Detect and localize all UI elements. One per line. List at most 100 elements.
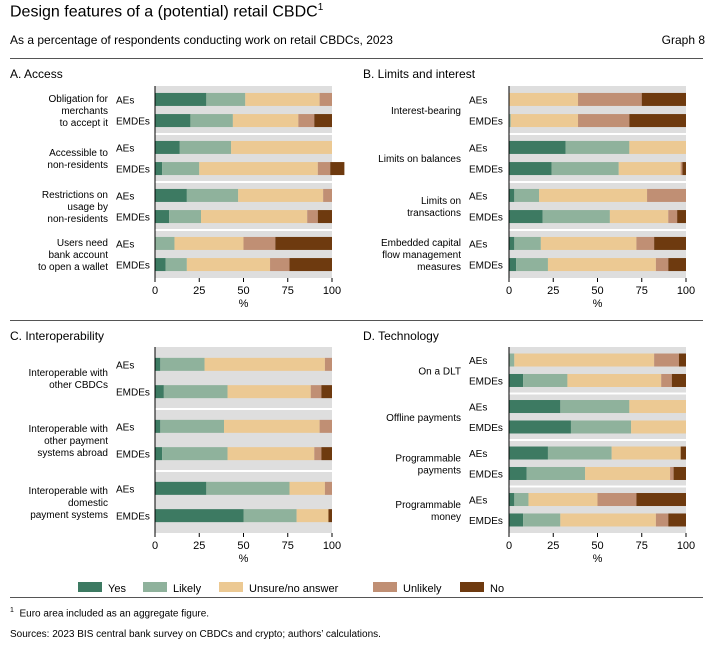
x-tick-label: 25 bbox=[193, 540, 205, 552]
plot-background bbox=[155, 347, 332, 533]
bar-segment-likely bbox=[551, 162, 619, 176]
bar-segment-yes bbox=[155, 481, 207, 495]
bar-segment-yes bbox=[155, 258, 166, 272]
category-label: Interoperable with bbox=[29, 424, 109, 435]
bar-segment-unlikely bbox=[647, 188, 686, 202]
bar-segment-likely bbox=[509, 114, 511, 128]
bar-segment-no bbox=[668, 513, 686, 527]
bar-segment-unsure-no-answer bbox=[585, 466, 671, 480]
category-label: Programmable bbox=[395, 453, 461, 464]
bar-segment-unlikely bbox=[655, 258, 669, 272]
middle-rule bbox=[10, 320, 703, 321]
category-label: other payment bbox=[44, 436, 108, 447]
x-tick-label: 100 bbox=[677, 540, 695, 552]
bar-segment-yes bbox=[155, 509, 244, 523]
category-label: non-residents bbox=[47, 214, 108, 225]
category-label: payment systems bbox=[30, 510, 108, 521]
bar-segment-no bbox=[636, 493, 686, 507]
bar-segment-unsure-no-answer bbox=[199, 162, 318, 176]
row-label: AEs bbox=[469, 191, 487, 202]
bottom-rule bbox=[10, 597, 703, 598]
category-label: transactions bbox=[407, 208, 461, 219]
x-tick-label: 100 bbox=[677, 285, 695, 297]
footnote-mark: 1 bbox=[10, 607, 14, 614]
bar-segment-likely bbox=[547, 446, 612, 460]
bar-segment-yes bbox=[509, 513, 524, 527]
bar-segment-no bbox=[677, 210, 686, 224]
bar-segment-likely bbox=[160, 419, 225, 433]
bar-segment-no bbox=[289, 258, 332, 272]
x-axis-label: % bbox=[239, 553, 249, 565]
bar-segment-unsure-no-answer bbox=[174, 236, 244, 250]
category-label: systems abroad bbox=[37, 448, 108, 459]
bar-segment-unsure-no-answer bbox=[609, 210, 669, 224]
row-label: AEs bbox=[116, 143, 134, 154]
bar-segment-unsure-no-answer bbox=[186, 258, 271, 272]
bar-segment-likely bbox=[162, 162, 200, 176]
category-label: to accept it bbox=[60, 118, 109, 129]
bar-segment-yes bbox=[509, 140, 566, 154]
bar-segment-unlikely bbox=[670, 466, 674, 480]
bar-segment-unlikely bbox=[319, 419, 332, 433]
x-tick-label: 75 bbox=[282, 540, 294, 552]
x-tick-label: 75 bbox=[636, 285, 648, 297]
bar-segment-likely bbox=[565, 140, 630, 154]
bar-segment-unsure-no-answer bbox=[514, 353, 655, 367]
bar-segment-likely bbox=[206, 92, 246, 106]
bar-segment-unlikely bbox=[636, 236, 655, 250]
bar-segment-likely bbox=[526, 466, 586, 480]
bar-segment-yes bbox=[509, 188, 515, 202]
x-tick-label: 50 bbox=[591, 540, 603, 552]
bar-segment-likely bbox=[160, 357, 205, 371]
x-tick-label: 50 bbox=[237, 285, 249, 297]
x-tick-label: 75 bbox=[636, 540, 648, 552]
bar-segment-no bbox=[317, 210, 332, 224]
footnote: 1 Euro area included as an aggregate fig… bbox=[10, 607, 209, 619]
category-label: measures bbox=[417, 262, 461, 273]
legend-swatch bbox=[219, 582, 243, 592]
legend-label: Unsure/no answer bbox=[249, 583, 339, 595]
bar-segment-no bbox=[671, 373, 686, 387]
bar-segment-unsure-no-answer bbox=[540, 236, 637, 250]
bar-segment-no bbox=[673, 466, 686, 480]
category-label: Restrictions on bbox=[42, 190, 108, 201]
category-label: Embedded capital bbox=[381, 238, 461, 249]
row-label: AEs bbox=[116, 191, 134, 202]
row-label: EMDEs bbox=[469, 261, 503, 272]
row-label: AEs bbox=[116, 360, 134, 371]
legend-label: Unlikely bbox=[403, 583, 442, 595]
legend-item: Likely bbox=[143, 582, 202, 595]
bar-segment-likely bbox=[514, 188, 540, 202]
bar-segment-unlikely bbox=[655, 513, 669, 527]
bar-segment-likely bbox=[570, 420, 632, 434]
bar-segment-unsure-no-answer bbox=[204, 357, 325, 371]
x-tick-label: 25 bbox=[547, 285, 559, 297]
bar-segment-unsure-no-answer bbox=[618, 162, 681, 176]
bar-segment-unsure-no-answer bbox=[245, 92, 320, 106]
legend-swatch bbox=[78, 582, 102, 592]
graph-number: Graph 8 bbox=[661, 33, 705, 47]
bar-segment-yes bbox=[509, 493, 515, 507]
bar-segment-likely bbox=[542, 210, 610, 224]
bar-segment-unsure-no-answer bbox=[611, 446, 681, 460]
x-tick-label: 0 bbox=[152, 540, 158, 552]
bar-segment-yes bbox=[155, 447, 163, 461]
bar-segment-no bbox=[682, 162, 686, 176]
bar-segment-unsure-no-answer bbox=[560, 513, 656, 527]
row-label: AEs bbox=[469, 95, 487, 106]
subtitle: As a percentage of respondents conductin… bbox=[10, 33, 393, 47]
legend-item: Unlikely bbox=[373, 582, 442, 595]
bar-segment-likely bbox=[179, 140, 232, 154]
bar-segment-unlikely bbox=[578, 92, 642, 106]
bar-segment-yes bbox=[509, 210, 543, 224]
x-tick-label: 0 bbox=[152, 285, 158, 297]
bar-segment-unlikely bbox=[323, 188, 332, 202]
category-label: Interoperable with bbox=[29, 368, 109, 379]
category-label: merchants bbox=[61, 106, 108, 117]
row-label: EMDEs bbox=[116, 213, 150, 224]
bar-segment-no bbox=[629, 114, 686, 128]
bar-segment-no bbox=[321, 447, 332, 461]
row-label: AEs bbox=[469, 143, 487, 154]
x-axis-label: % bbox=[593, 298, 603, 310]
bar-segment-no bbox=[330, 162, 345, 176]
